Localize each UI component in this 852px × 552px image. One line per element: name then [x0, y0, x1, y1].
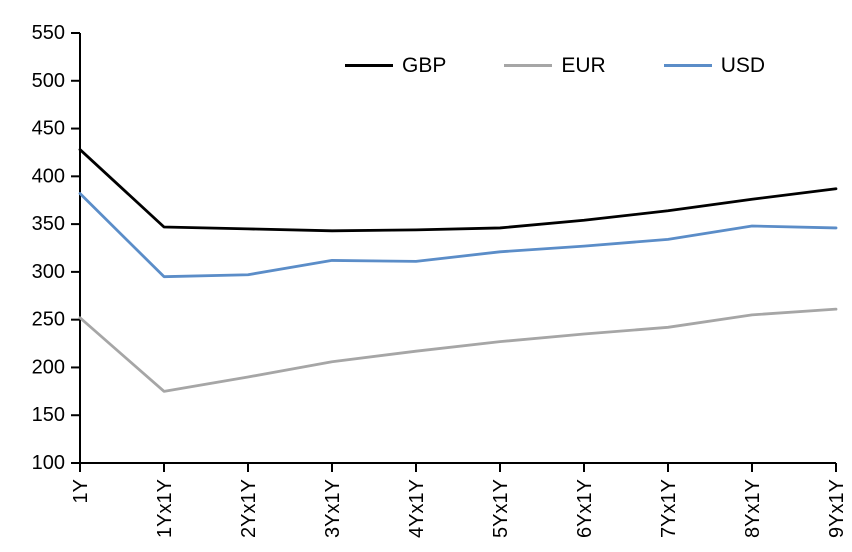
series-line-usd — [78, 192, 838, 279]
x-tick-label: 1Y — [70, 479, 92, 503]
y-tick-label: 350 — [32, 213, 65, 235]
chart-legend: GBP EUR USD — [345, 55, 765, 76]
gbp-line-swatch — [345, 64, 393, 67]
y-tick-label: 300 — [32, 261, 65, 283]
legend-label-gbp: GBP — [402, 54, 447, 77]
x-tick-label: 9Yx1Y — [826, 479, 848, 538]
x-tick-label: 2Yx1Y — [238, 479, 260, 538]
y-tick-label: 150 — [32, 404, 65, 426]
series-line-gbp — [78, 148, 838, 233]
legend-item-usd[interactable]: USD — [663, 54, 766, 77]
x-tick-label: 4Yx1Y — [406, 479, 428, 538]
legend-item-eur[interactable]: EUR — [504, 54, 606, 77]
y-tick-label: 550 — [32, 22, 65, 44]
series-line-eur — [78, 307, 838, 393]
y-tick-label: 400 — [32, 165, 65, 187]
legend-item-gbp[interactable]: GBP — [345, 55, 446, 76]
x-tick-label: 5Yx1Y — [490, 479, 512, 538]
x-tick-label: 6Yx1Y — [574, 479, 596, 538]
eur-line-swatch — [504, 64, 553, 67]
y-tick-label: 450 — [32, 118, 65, 140]
y-tick-label: 250 — [32, 309, 65, 331]
y-tick-label: 200 — [32, 356, 65, 378]
y-tick-label: 500 — [32, 70, 65, 92]
x-tick-label: 7Yx1Y — [658, 479, 680, 538]
usd-line-swatch — [663, 64, 712, 67]
x-tick-label: 8Yx1Y — [742, 479, 764, 538]
legend-label-eur: EUR — [561, 54, 606, 77]
x-tick-label: 3Yx1Y — [322, 479, 344, 538]
legend-label-usd: USD — [720, 54, 766, 77]
y-tick-label: 100 — [32, 452, 65, 474]
x-tick-label: 1Yx1Y — [154, 479, 176, 538]
